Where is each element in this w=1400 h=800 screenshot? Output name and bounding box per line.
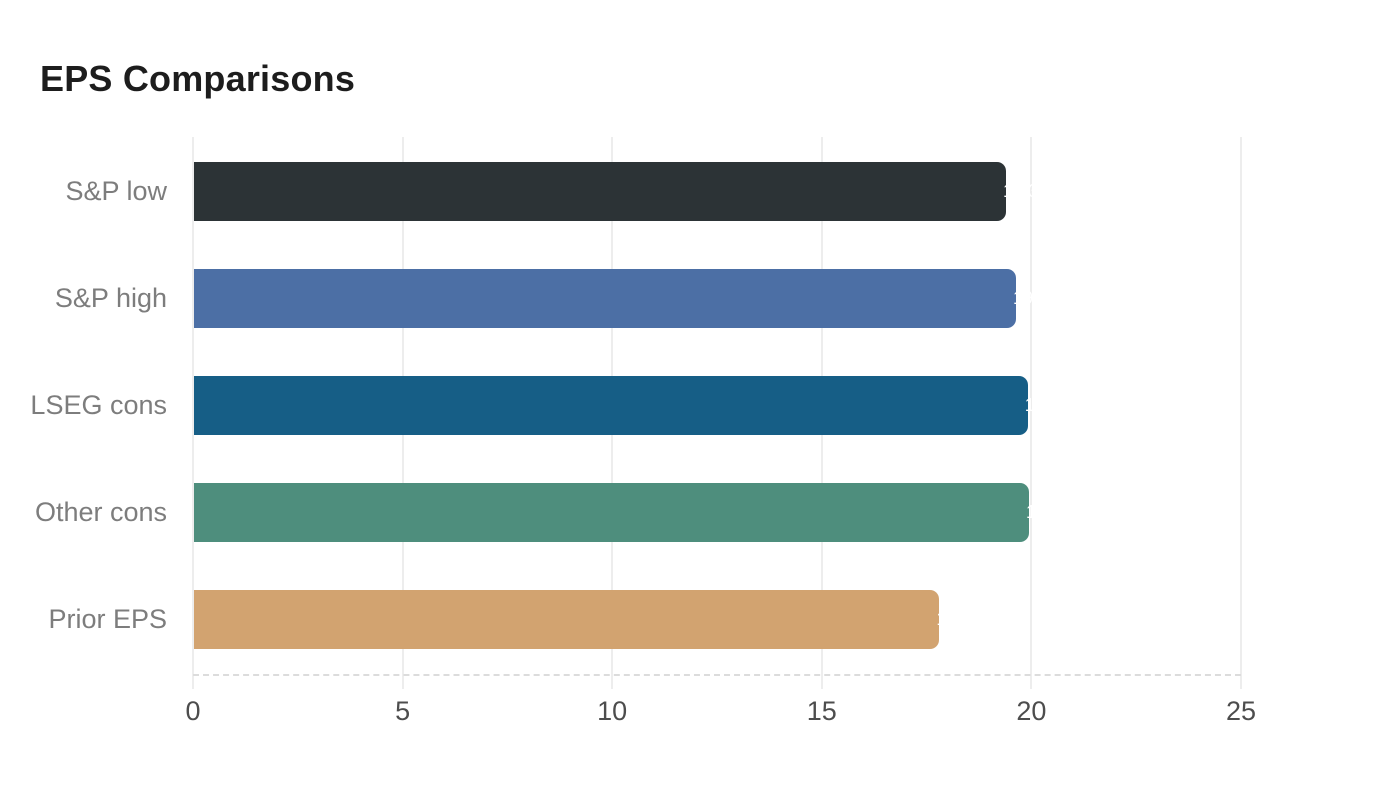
- chart-title: EPS Comparisons: [40, 58, 356, 99]
- x-tick-label: 0: [185, 696, 201, 726]
- category-label-s-p-high: S&P high: [54, 283, 167, 314]
- bars-layer: 19.37 19.61 19.89 19.92 17.78: [193, 137, 1241, 675]
- x-axis-line: [193, 674, 1241, 676]
- bar-value-label: 19.89: [1024, 395, 1070, 416]
- x-axis-tick-labels: 0 5 10 15 20 25: [185, 696, 1256, 726]
- category-label-s-p-low: S&P low: [65, 176, 167, 206]
- bar-prior-eps[interactable]: 17.78: [194, 590, 981, 650]
- category-label-lseg-cons: LSEG cons: [30, 390, 167, 421]
- bar-value-label: 19.61: [1013, 288, 1059, 309]
- gridline-x-20: [1030, 137, 1033, 689]
- bar-s-p-low[interactable]: 19.37: [194, 162, 1048, 221]
- bar-value-label: 19.92: [1026, 502, 1072, 523]
- y-axis-labels: S&P low S&P high LSEG cons Other cons Prior …: [0, 137, 167, 675]
- bar-s-p-high[interactable]: 19.61: [194, 269, 1058, 329]
- gridline-x-0: [192, 137, 194, 689]
- bar-other-cons[interactable]: 19.92: [194, 483, 1071, 543]
- x-tick-label: 20: [1016, 696, 1047, 726]
- x-tick-label: 5: [395, 696, 411, 726]
- bar-value-label: 17.78: [936, 609, 982, 630]
- gridline-x-25: [1240, 137, 1242, 689]
- x-tick-label: 15: [806, 696, 837, 726]
- category-label-other-cons: Other cons: [34, 497, 167, 528]
- x-tick-label: 10: [597, 696, 628, 726]
- plot-area: 19.37 19.61 19.89 19.92 17.78: [192, 137, 1242, 689]
- bar-value-label: 19.37: [1002, 181, 1049, 201]
- category-label-prior-eps: Prior EPS: [48, 604, 167, 635]
- x-tick-label: 25: [1225, 696, 1257, 726]
- bar-lseg-cons[interactable]: 19.89: [194, 376, 1070, 436]
